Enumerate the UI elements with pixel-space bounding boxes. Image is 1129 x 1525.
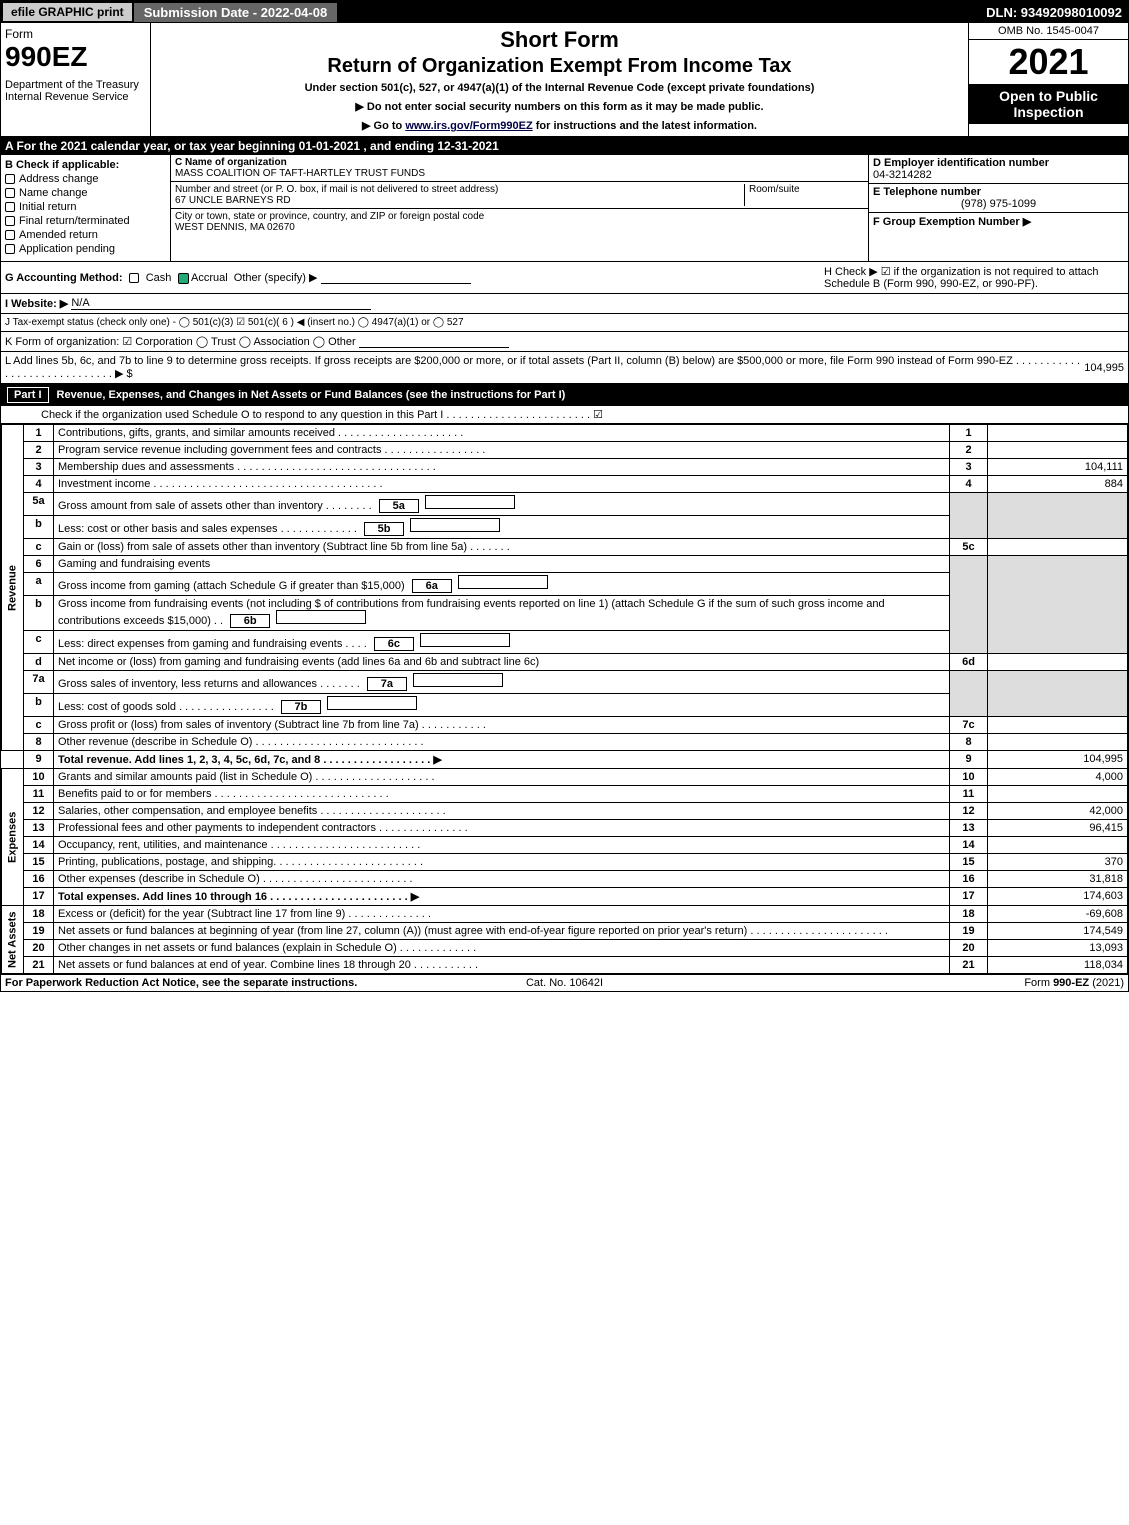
top-bar: efile GRAPHIC print Submission Date - 20… xyxy=(1,1,1128,23)
header-right: OMB No. 1545-0047 2021 Open to Public In… xyxy=(968,23,1128,136)
f-group-exemption: F Group Exemption Number ▶ xyxy=(869,213,1128,230)
k-text: K Form of organization: ☑ Corporation ◯ … xyxy=(5,335,356,348)
org-street: 67 UNCLE BARNEYS RD xyxy=(175,195,744,206)
subtitle: Under section 501(c), 527, or 4947(a)(1)… xyxy=(155,82,964,94)
column-c-org-info: C Name of organization MASS COALITION OF… xyxy=(171,155,868,261)
header-left: Form 990EZ Department of the Treasury In… xyxy=(1,23,151,136)
open-to-public: Open to Public Inspection xyxy=(969,84,1128,124)
row-a-tax-year: A For the 2021 calendar year, or tax yea… xyxy=(1,137,1128,155)
footer-right: Form 990-EZ (2021) xyxy=(603,977,1124,989)
l-value: 104,995 xyxy=(1084,362,1124,374)
part-i-title: Revenue, Expenses, and Changes in Net As… xyxy=(57,389,566,401)
row-k-form-of-org: K Form of organization: ☑ Corporation ◯ … xyxy=(1,332,1128,352)
chk-name-change[interactable]: Name change xyxy=(5,187,166,199)
b-label: B Check if applicable: xyxy=(5,159,166,171)
net-assets-label: Net Assets xyxy=(2,906,24,974)
block-b-through-f: B Check if applicable: Address change Na… xyxy=(1,155,1128,262)
chk-accrual[interactable] xyxy=(178,273,189,284)
part-i-header: Part I Revenue, Expenses, and Changes in… xyxy=(1,384,1128,406)
chk-cash[interactable] xyxy=(129,273,139,283)
e-label: E Telephone number xyxy=(873,186,1124,198)
footer-left: For Paperwork Reduction Act Notice, see … xyxy=(5,977,526,989)
part-i-label: Part I xyxy=(7,387,49,403)
instr2-post: for instructions and the latest informat… xyxy=(533,120,757,132)
org-city: WEST DENNIS, MA 02670 xyxy=(175,222,864,233)
dln-number: DLN: 93492098010092 xyxy=(986,5,1128,20)
phone-value: (978) 975-1099 xyxy=(873,198,1124,210)
row-j-exempt-status: J Tax-exempt status (check only one) - ◯… xyxy=(1,314,1128,332)
part-i-table: Revenue 1 Contributions, gifts, grants, … xyxy=(1,424,1128,974)
row-g-h: G Accounting Method: Cash Accrual Other … xyxy=(1,262,1128,294)
submission-date: Submission Date - 2022-04-08 xyxy=(134,3,338,22)
ein-value: 04-3214282 xyxy=(873,169,1124,181)
city-label: City or town, state or province, country… xyxy=(175,211,864,222)
i-label: I Website: ▶ xyxy=(5,297,68,310)
department: Department of the Treasury Internal Reve… xyxy=(5,79,146,103)
short-form-title: Short Form xyxy=(155,27,964,53)
chk-address-change[interactable]: Address change xyxy=(5,173,166,185)
page-footer: For Paperwork Reduction Act Notice, see … xyxy=(1,974,1128,991)
d-ein: D Employer identification number 04-3214… xyxy=(869,155,1128,184)
form-990ez-page: efile GRAPHIC print Submission Date - 20… xyxy=(0,0,1129,992)
website-value: N/A xyxy=(71,297,371,310)
form-word: Form xyxy=(5,27,146,41)
footer-center: Cat. No. 10642I xyxy=(526,977,603,989)
row-l-gross-receipts: L Add lines 5b, 6c, and 7b to line 9 to … xyxy=(1,352,1128,384)
form-number: 990EZ xyxy=(5,41,146,73)
room-suite-label: Room/suite xyxy=(744,184,864,206)
instruction-1: ▶ Do not enter social security numbers o… xyxy=(155,100,964,113)
header-center: Short Form Return of Organization Exempt… xyxy=(151,23,968,136)
org-name-row: C Name of organization MASS COALITION OF… xyxy=(171,155,868,182)
tax-year: 2021 xyxy=(969,40,1128,84)
instr2-pre: ▶ Go to xyxy=(362,120,405,132)
form-header: Form 990EZ Department of the Treasury In… xyxy=(1,23,1128,137)
row-i-website: I Website: ▶ N/A xyxy=(1,294,1128,314)
main-title: Return of Organization Exempt From Incom… xyxy=(155,55,964,78)
expenses-label: Expenses xyxy=(2,769,24,906)
revenue-label: Revenue xyxy=(2,425,24,751)
street-label: Number and street (or P. O. box, if mail… xyxy=(175,184,744,195)
chk-application-pending[interactable]: Application pending xyxy=(5,243,166,255)
c-name-label: C Name of organization xyxy=(175,157,864,168)
irs-link[interactable]: www.irs.gov/Form990EZ xyxy=(405,120,532,132)
part-i-check: Check if the organization used Schedule … xyxy=(1,406,1128,424)
chk-amended-return[interactable]: Amended return xyxy=(5,229,166,241)
other-specify-blank[interactable] xyxy=(321,272,471,284)
chk-final-return[interactable]: Final return/terminated xyxy=(5,215,166,227)
column-b-checkboxes: B Check if applicable: Address change Na… xyxy=(1,155,171,261)
column-d-e-f: D Employer identification number 04-3214… xyxy=(868,155,1128,261)
d-label: D Employer identification number xyxy=(873,157,1124,169)
row-h-schedule-b: H Check ▶ ☑ if the organization is not r… xyxy=(824,265,1124,290)
g-label: G Accounting Method: xyxy=(5,272,123,284)
efile-print-button[interactable]: efile GRAPHIC print xyxy=(3,3,132,21)
org-street-row: Number and street (or P. O. box, if mail… xyxy=(171,182,868,209)
org-name: MASS COALITION OF TAFT-HARTLEY TRUST FUN… xyxy=(175,168,864,179)
chk-initial-return[interactable]: Initial return xyxy=(5,201,166,213)
omb-number: OMB No. 1545-0047 xyxy=(969,23,1128,40)
e-phone: E Telephone number (978) 975-1099 xyxy=(869,184,1128,213)
org-city-row: City or town, state or province, country… xyxy=(171,209,868,235)
l-text: L Add lines 5b, 6c, and 7b to line 9 to … xyxy=(5,355,1084,380)
f-label: F Group Exemption Number ▶ xyxy=(873,216,1031,228)
row-g-accounting: G Accounting Method: Cash Accrual Other … xyxy=(5,271,824,284)
instruction-2: ▶ Go to www.irs.gov/Form990EZ for instru… xyxy=(155,119,964,132)
k-other-blank[interactable] xyxy=(359,336,509,348)
